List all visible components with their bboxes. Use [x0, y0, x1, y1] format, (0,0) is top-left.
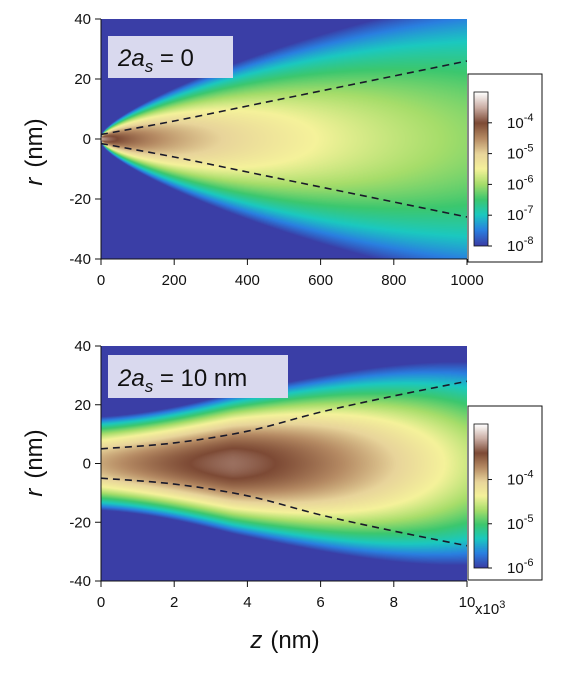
top-x-tick-label: 600	[308, 272, 333, 289]
bottom-annotation-text: 2as = 10 nm	[117, 365, 247, 396]
bottom-xlabel-rest: (nm)	[270, 627, 319, 654]
top-x-tick-label: 1000	[450, 272, 483, 289]
bottom-dashed-curve-upper	[101, 380, 467, 450]
top-colorbar-border	[473, 91, 489, 247]
bottom-x-tick-label: 2	[170, 594, 178, 611]
top-colorbar-tick-label: 10-6	[507, 173, 533, 193]
bottom-xlabel: z (nm)	[249, 627, 319, 654]
bottom-colorbar-ticks: 10-4 10-5 10-6	[488, 469, 533, 577]
top-ylabel: r (nm)	[21, 118, 48, 185]
bottom-panel: 2as = 10 nm 0 2 4 6 8 10 40 20 0 -20 -40 x103 r (nm…	[21, 338, 543, 654]
top-annotation-suffix: = 0	[153, 45, 194, 72]
top-x-tick-label: 0	[97, 272, 105, 289]
top-y-tick-label: -40	[69, 251, 91, 268]
bottom-dashed-curve-lower	[101, 477, 467, 547]
top-colorbar-ticks: 10-4 10-5 10-6 10-7 10-8	[488, 112, 533, 255]
bottom-x-multiplier: x103	[475, 599, 505, 618]
bottom-x-multiplier-exp: 3	[499, 599, 505, 611]
top-colorbar-tick-label: 10-8	[507, 235, 533, 255]
top-x-tick-label: 200	[162, 272, 187, 289]
bottom-y-tick-label: 40	[74, 338, 91, 355]
bottom-annotation-prefix: 2a	[117, 365, 145, 392]
top-y-tick-label: 40	[74, 11, 91, 28]
bottom-y-tick-label: -40	[69, 573, 91, 590]
top-y-tick-label: -20	[69, 191, 91, 208]
bottom-y-tick-label: 0	[83, 456, 91, 473]
bottom-annotation-suffix: = 10 nm	[153, 365, 247, 392]
bottom-annotation: 2as = 10 nm	[108, 355, 288, 398]
top-y-tick-label: 20	[74, 71, 91, 88]
bottom-x-tick-label: 4	[243, 594, 251, 611]
bottom-annotation-subscript: s	[145, 377, 154, 396]
bottom-colorbar-tick-label: 10-5	[507, 513, 533, 533]
bottom-colorbar-tick-label: 10-6	[507, 557, 533, 577]
top-x-tick-label: 400	[235, 272, 260, 289]
top-annotation-box	[108, 36, 233, 78]
bottom-x-tick-label: 10	[459, 594, 476, 611]
top-colorbar: 10-4 10-5 10-6 10-7 10-8	[467, 73, 543, 263]
bottom-y-tick-label: -20	[69, 514, 91, 531]
top-dashed-curve-upper	[101, 60, 467, 136]
bottom-x-tick-label: 8	[390, 594, 398, 611]
bottom-ylabel-rest: (nm)	[21, 429, 48, 478]
bottom-ylabel-italic: r	[21, 488, 48, 497]
bottom-x-tick-label: 0	[97, 594, 105, 611]
top-ylabel-italic: r	[21, 177, 48, 186]
top-annotation-prefix: 2a	[117, 45, 145, 72]
bottom-annotation-box	[108, 355, 288, 398]
bottom-axes: 0 2 4 6 8 10 40 20 0 -20 -40	[69, 338, 475, 611]
bottom-colorbar-border	[473, 423, 489, 569]
top-annotation: 2as = 0	[108, 36, 233, 78]
bottom-colorbar-gradient	[474, 424, 488, 568]
top-ylabel-rest: (nm)	[21, 118, 48, 167]
bottom-x-multiplier-base: x10	[475, 601, 499, 618]
bottom-xlabel-italic: z	[249, 627, 262, 654]
bottom-ylabel: r (nm)	[21, 429, 48, 496]
bottom-y-tick-label: 20	[74, 397, 91, 414]
top-colorbar-gradient	[474, 92, 488, 246]
top-y-tick-label: 0	[83, 131, 91, 148]
bottom-x-tick-label: 6	[316, 594, 324, 611]
top-colorbar-tick-label: 10-5	[507, 143, 533, 163]
bottom-colorbar-tick-label: 10-4	[507, 469, 533, 489]
top-colorbar-tick-label: 10-4	[507, 112, 533, 132]
bottom-colorbar: 10-4 10-5 10-6	[467, 405, 543, 581]
top-annotation-subscript: s	[145, 57, 154, 76]
top-colorbar-tick-label: 10-7	[507, 204, 533, 224]
top-dashed-curve-lower	[101, 142, 467, 218]
top-x-tick-label: 800	[381, 272, 406, 289]
top-annotation-text: 2as = 0	[117, 45, 194, 76]
